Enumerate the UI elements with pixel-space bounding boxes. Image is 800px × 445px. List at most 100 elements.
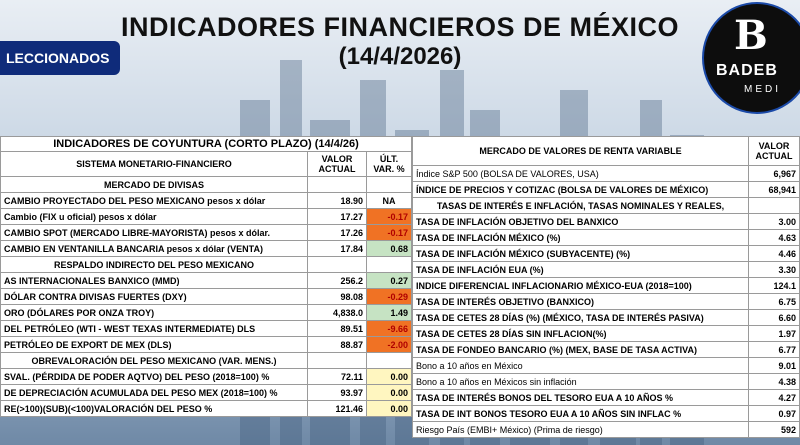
left-table-row: DE DEPRECIACIÓN ACUMULADA DEL PESO MEX (… [0,384,412,401]
left-table-row: AS INTERNACIONALES BANXICO (MMD) 256.2 0.2… [0,272,412,289]
left-row-label: SVAL. (PÉRDIDA DE PODER AQTVO) DEL PESO … [0,368,308,385]
left-table-row: CAMBIO EN VENTANILLA BANCARIA pesos x dó… [0,240,412,257]
right-row-value: 6.75 [748,293,800,310]
left-row-var: NA [366,192,412,209]
right-row-label: TASA DE INFLACIÓN MÉXICO (SUBYACENTE) (%… [412,245,749,262]
right-table-row: ÍNDICE DE PRECIOS Y COTIZAC (BOLSA DE VA… [412,181,800,198]
right-row-value: 4.46 [748,245,800,262]
left-col-var: ÚLT. VAR. % [366,151,412,177]
left-table-row: RESPALDO INDIRECTO DEL PESO MEXICANO [0,256,412,273]
left-table-row: RE(>100)(SUB)(<100)VALORACIÓN DEL PESO %… [0,400,412,417]
right-row-label: TASA DE CETES 28 DÍAS SIN INFLACION(%) [412,325,749,342]
right-table-row: TASA DE INFLACIÓN EUA (%) 3.30 [412,261,800,278]
section-badge: LECCIONADOS [0,41,120,75]
left-row-var: 0.00 [366,400,412,417]
title-text: INDICADORES FINANCIEROS DE MÉXICO [120,12,680,42]
badge-label: LECCIONADOS [6,50,110,66]
left-row-var: 1.49 [366,304,412,321]
right-row-value: 6.60 [748,309,800,326]
right-col-value: VALOR ACTUAL [748,136,800,166]
right-row-label: TASA DE CETES 28 DÍAS (%) (MÉXICO, TASA … [412,309,749,326]
right-row-label: TASA DE INTERÉS OBJETIVO (BANXICO) [412,293,749,310]
logo-name: BADEB [716,62,778,79]
left-table-row: Cambio (FIX u oficial) pesos x dólar 17.2… [0,208,412,225]
left-row-var: 0.00 [366,384,412,401]
right-table-row: TASA DE INTERÉS BONOS DEL TESORO EUA A 1… [412,389,800,406]
left-table-row: OBREVALORACIÓN DEL PESO MEXICANO (VAR. M… [0,352,412,369]
left-header-row: SISTEMA MONETARIO-FINANCIERO VALOR ACTUA… [0,151,412,177]
right-row-label: TASA DE INTERÉS BONOS DEL TESORO EUA A 1… [412,389,749,406]
left-row-var: -0.29 [366,288,412,305]
right-table-row: TASA DE INFLACIÓN OBJETIVO DEL BANXICO 3.… [412,213,800,230]
right-table-row: TASA DE INTERÉS OBJETIVO (BANXICO) 6.75 [412,293,800,310]
left-row-label: DÓLAR CONTRA DIVISAS FUERTES (DXY) [0,288,308,305]
left-table-row: MERCADO DE DIVISAS [0,176,412,193]
left-table-title: INDICADORES DE COYUNTURA (CORTO PLAZO) (… [0,136,412,152]
left-row-value: 18.90 [307,192,367,209]
right-row-value: 0.97 [748,405,800,422]
left-row-value [307,352,367,369]
left-row-value: 89.51 [307,320,367,337]
left-row-var: 0.27 [366,272,412,289]
left-row-value [307,256,367,273]
right-table-row: TASA DE CETES 28 DÍAS (%) (MÉXICO, TASA … [412,309,800,326]
right-table-row: TASA DE INT BONOS TESORO EUA A 10 AÑOS S… [412,405,800,422]
left-row-label: Cambio (FIX u oficial) pesos x dólar [0,208,308,225]
right-row-value: 68,941 [748,181,800,198]
left-row-label: CAMBIO SPOT (MERCADO LIBRE-MAYORISTA) pe… [0,224,308,241]
left-row-label: DE DEPRECIACIÓN ACUMULADA DEL PESO MEX (… [0,384,308,401]
right-header-row: MERCADO DE VALORES DE RENTA VARIABLE VAL… [412,136,800,166]
left-table-row: CAMBIO PROYECTADO DEL PESO MEXICANO peso… [0,192,412,209]
left-row-label: DEL PETRÓLEO (WTI - WEST TEXAS INTERMEDI… [0,320,308,337]
left-col-value: VALOR ACTUAL [307,151,367,177]
left-row-value: 93.97 [307,384,367,401]
right-row-value: 592 [748,421,800,438]
logo-sub: MEDI [744,84,781,95]
left-row-var: 0.00 [366,368,412,385]
right-row-label: Bono a 10 años en México [412,357,749,374]
left-row-value: 88.87 [307,336,367,353]
right-col-label: MERCADO DE VALORES DE RENTA VARIABLE [412,136,749,166]
left-table-row: ORO (DÓLARES POR ONZA TROY) 4,838.0 1.49 [0,304,412,321]
left-row-label: CAMBIO EN VENTANILLA BANCARIA pesos x dó… [0,240,308,257]
right-table-row: Índice S&P 500 (BOLSA DE VALORES, USA) 6,… [412,165,800,182]
left-row-label: RE(>100)(SUB)(<100)VALORACIÓN DEL PESO % [0,400,308,417]
right-row-value: 4.27 [748,389,800,406]
right-row-value: 6.77 [748,341,800,358]
left-row-value: 17.84 [307,240,367,257]
right-row-label: TASA DE INFLACIÓN OBJETIVO DEL BANXICO [412,213,749,230]
left-row-label: AS INTERNACIONALES BANXICO (MMD) [0,272,308,289]
right-row-label: Bono a 10 años en Méxicos sin inflación [412,373,749,390]
right-row-label: INDICE DIFERENCIAL INFLACIONARIO MÉXICO-… [412,277,749,294]
right-row-value: 4.63 [748,229,800,246]
page-title: INDICADORES FINANCIEROS DE MÉXICO (14/4/… [120,12,680,71]
left-table-row: DEL PETRÓLEO (WTI - WEST TEXAS INTERMEDI… [0,320,412,337]
left-col-label: SISTEMA MONETARIO-FINANCIERO [0,151,308,177]
right-row-value: 1.97 [748,325,800,342]
left-indicators-table: INDICADORES DE COYUNTURA (CORTO PLAZO) (… [0,136,412,417]
right-indicators-table: MERCADO DE VALORES DE RENTA VARIABLE VAL… [412,136,800,438]
left-table-row: CAMBIO SPOT (MERCADO LIBRE-MAYORISTA) pe… [0,224,412,241]
left-row-value: 17.26 [307,224,367,241]
left-row-var: -9.66 [366,320,412,337]
left-row-label: ORO (DÓLARES POR ONZA TROY) [0,304,308,321]
right-row-value: 6,967 [748,165,800,182]
left-table-row: PETRÓLEO DE EXPORT DE MEX (DLS) 88.87 -2.0… [0,336,412,353]
right-table-row: TASA DE CETES 28 DÍAS SIN INFLACION(%) 1.… [412,325,800,342]
right-table-row: TASAS DE INTERÉS E INFLACIÓN, TASAS NOMI… [412,197,800,214]
left-row-value: 121.46 [307,400,367,417]
left-title-row: INDICADORES DE COYUNTURA (CORTO PLAZO) (… [0,136,412,152]
right-row-label: Índice S&P 500 (BOLSA DE VALORES, USA) [412,165,749,182]
right-row-value [748,197,800,214]
right-row-label: TASA DE INFLACIÓN MÉXICO (%) [412,229,749,246]
left-row-label: OBREVALORACIÓN DEL PESO MEXICANO (VAR. M… [0,352,308,369]
right-table-row: TASA DE INFLACIÓN MÉXICO (SUBYACENTE) (%… [412,245,800,262]
left-row-label: PETRÓLEO DE EXPORT DE MEX (DLS) [0,336,308,353]
left-row-value: 256.2 [307,272,367,289]
right-row-label: TASA DE FONDEO BANCARIO (%) (MEX, BASE D… [412,341,749,358]
left-row-label: CAMBIO PROYECTADO DEL PESO MEXICANO peso… [0,192,308,209]
left-table-row: SVAL. (PÉRDIDA DE PODER AQTVO) DEL PESO … [0,368,412,385]
left-row-var: -2.00 [366,336,412,353]
right-row-value: 4.38 [748,373,800,390]
left-row-value: 4,838.0 [307,304,367,321]
